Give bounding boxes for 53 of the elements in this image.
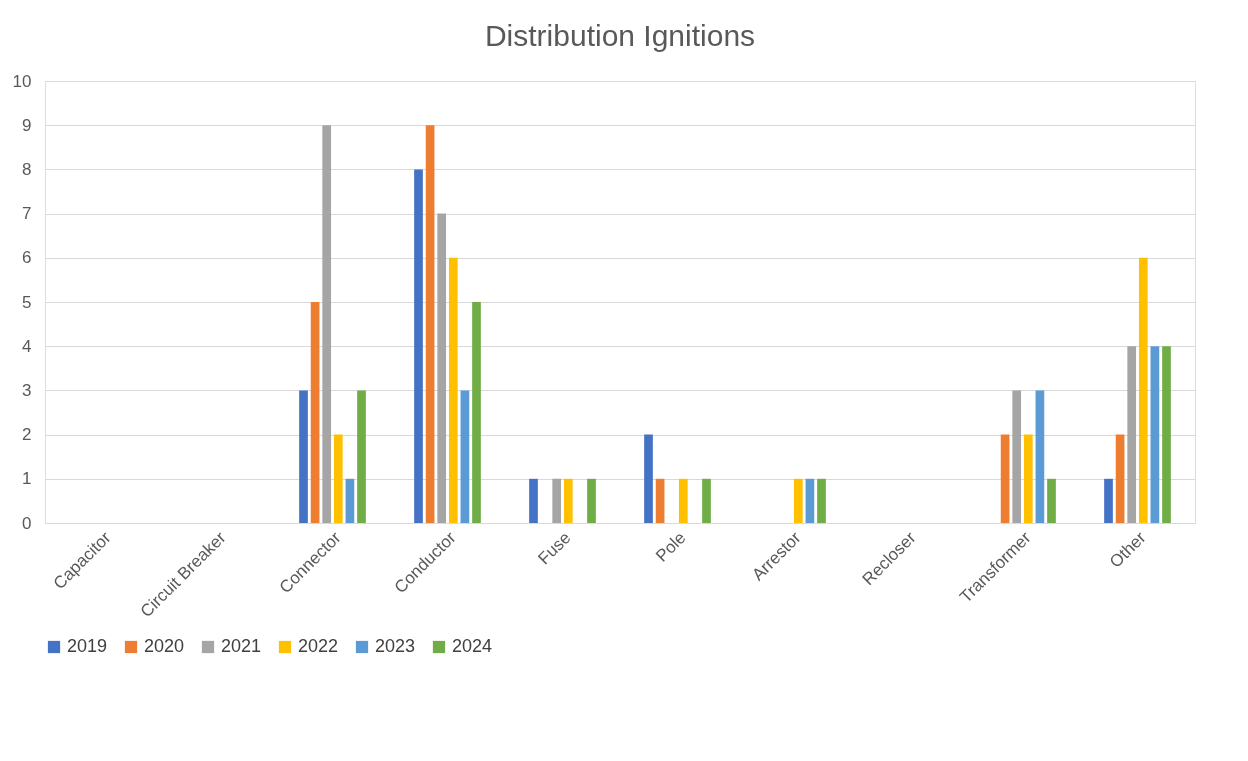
y-tick-label: 3 (22, 380, 32, 400)
bar (1104, 478, 1113, 523)
bar (793, 478, 803, 523)
legend-label: 2023 (375, 636, 416, 656)
bar (345, 478, 355, 523)
bar (1127, 346, 1137, 523)
legend-label: 2021 (221, 636, 262, 656)
legend-label: 2020 (144, 636, 185, 656)
bar (1115, 434, 1125, 523)
bar (357, 390, 366, 523)
bar (310, 302, 320, 523)
y-tick-label: 2 (22, 425, 32, 445)
bar (299, 390, 308, 523)
bar (425, 125, 435, 523)
bar (322, 125, 332, 523)
bar (1138, 257, 1148, 523)
legend-label: 2019 (67, 636, 108, 656)
bar (655, 478, 665, 523)
legend-label: 2022 (298, 636, 339, 656)
bar (817, 478, 826, 523)
bar (333, 434, 343, 523)
bar (1012, 390, 1022, 523)
bar (702, 478, 711, 523)
bar (437, 213, 447, 523)
y-tick-label: 0 (22, 513, 32, 533)
y-tick-label: 1 (22, 469, 32, 489)
y-tick-label: 8 (22, 159, 32, 179)
y-tick-label: 5 (22, 292, 32, 312)
bar (1150, 346, 1160, 523)
legend-label: 2024 (452, 636, 493, 656)
bar (472, 302, 481, 523)
bar (529, 478, 538, 523)
bar (587, 478, 596, 523)
bar (1000, 434, 1010, 523)
y-tick-label: 7 (22, 204, 32, 224)
bar (552, 478, 562, 523)
bar (448, 257, 458, 523)
y-tick-label: 10 (12, 71, 32, 91)
bar (1023, 434, 1033, 523)
bar (414, 169, 423, 523)
bar (1162, 346, 1171, 523)
x-tick-label: Pole (652, 528, 690, 566)
chart-title: Distribution Ignitions (484, 19, 756, 52)
bar (644, 434, 653, 523)
y-tick-label: 6 (22, 248, 32, 268)
y-tick-label: 4 (22, 336, 32, 356)
bar (678, 478, 688, 523)
bar (1047, 478, 1056, 523)
bar (563, 478, 573, 523)
bar (460, 390, 470, 523)
bar (1035, 390, 1045, 523)
bar (805, 478, 815, 523)
y-tick-label: 9 (22, 115, 32, 135)
